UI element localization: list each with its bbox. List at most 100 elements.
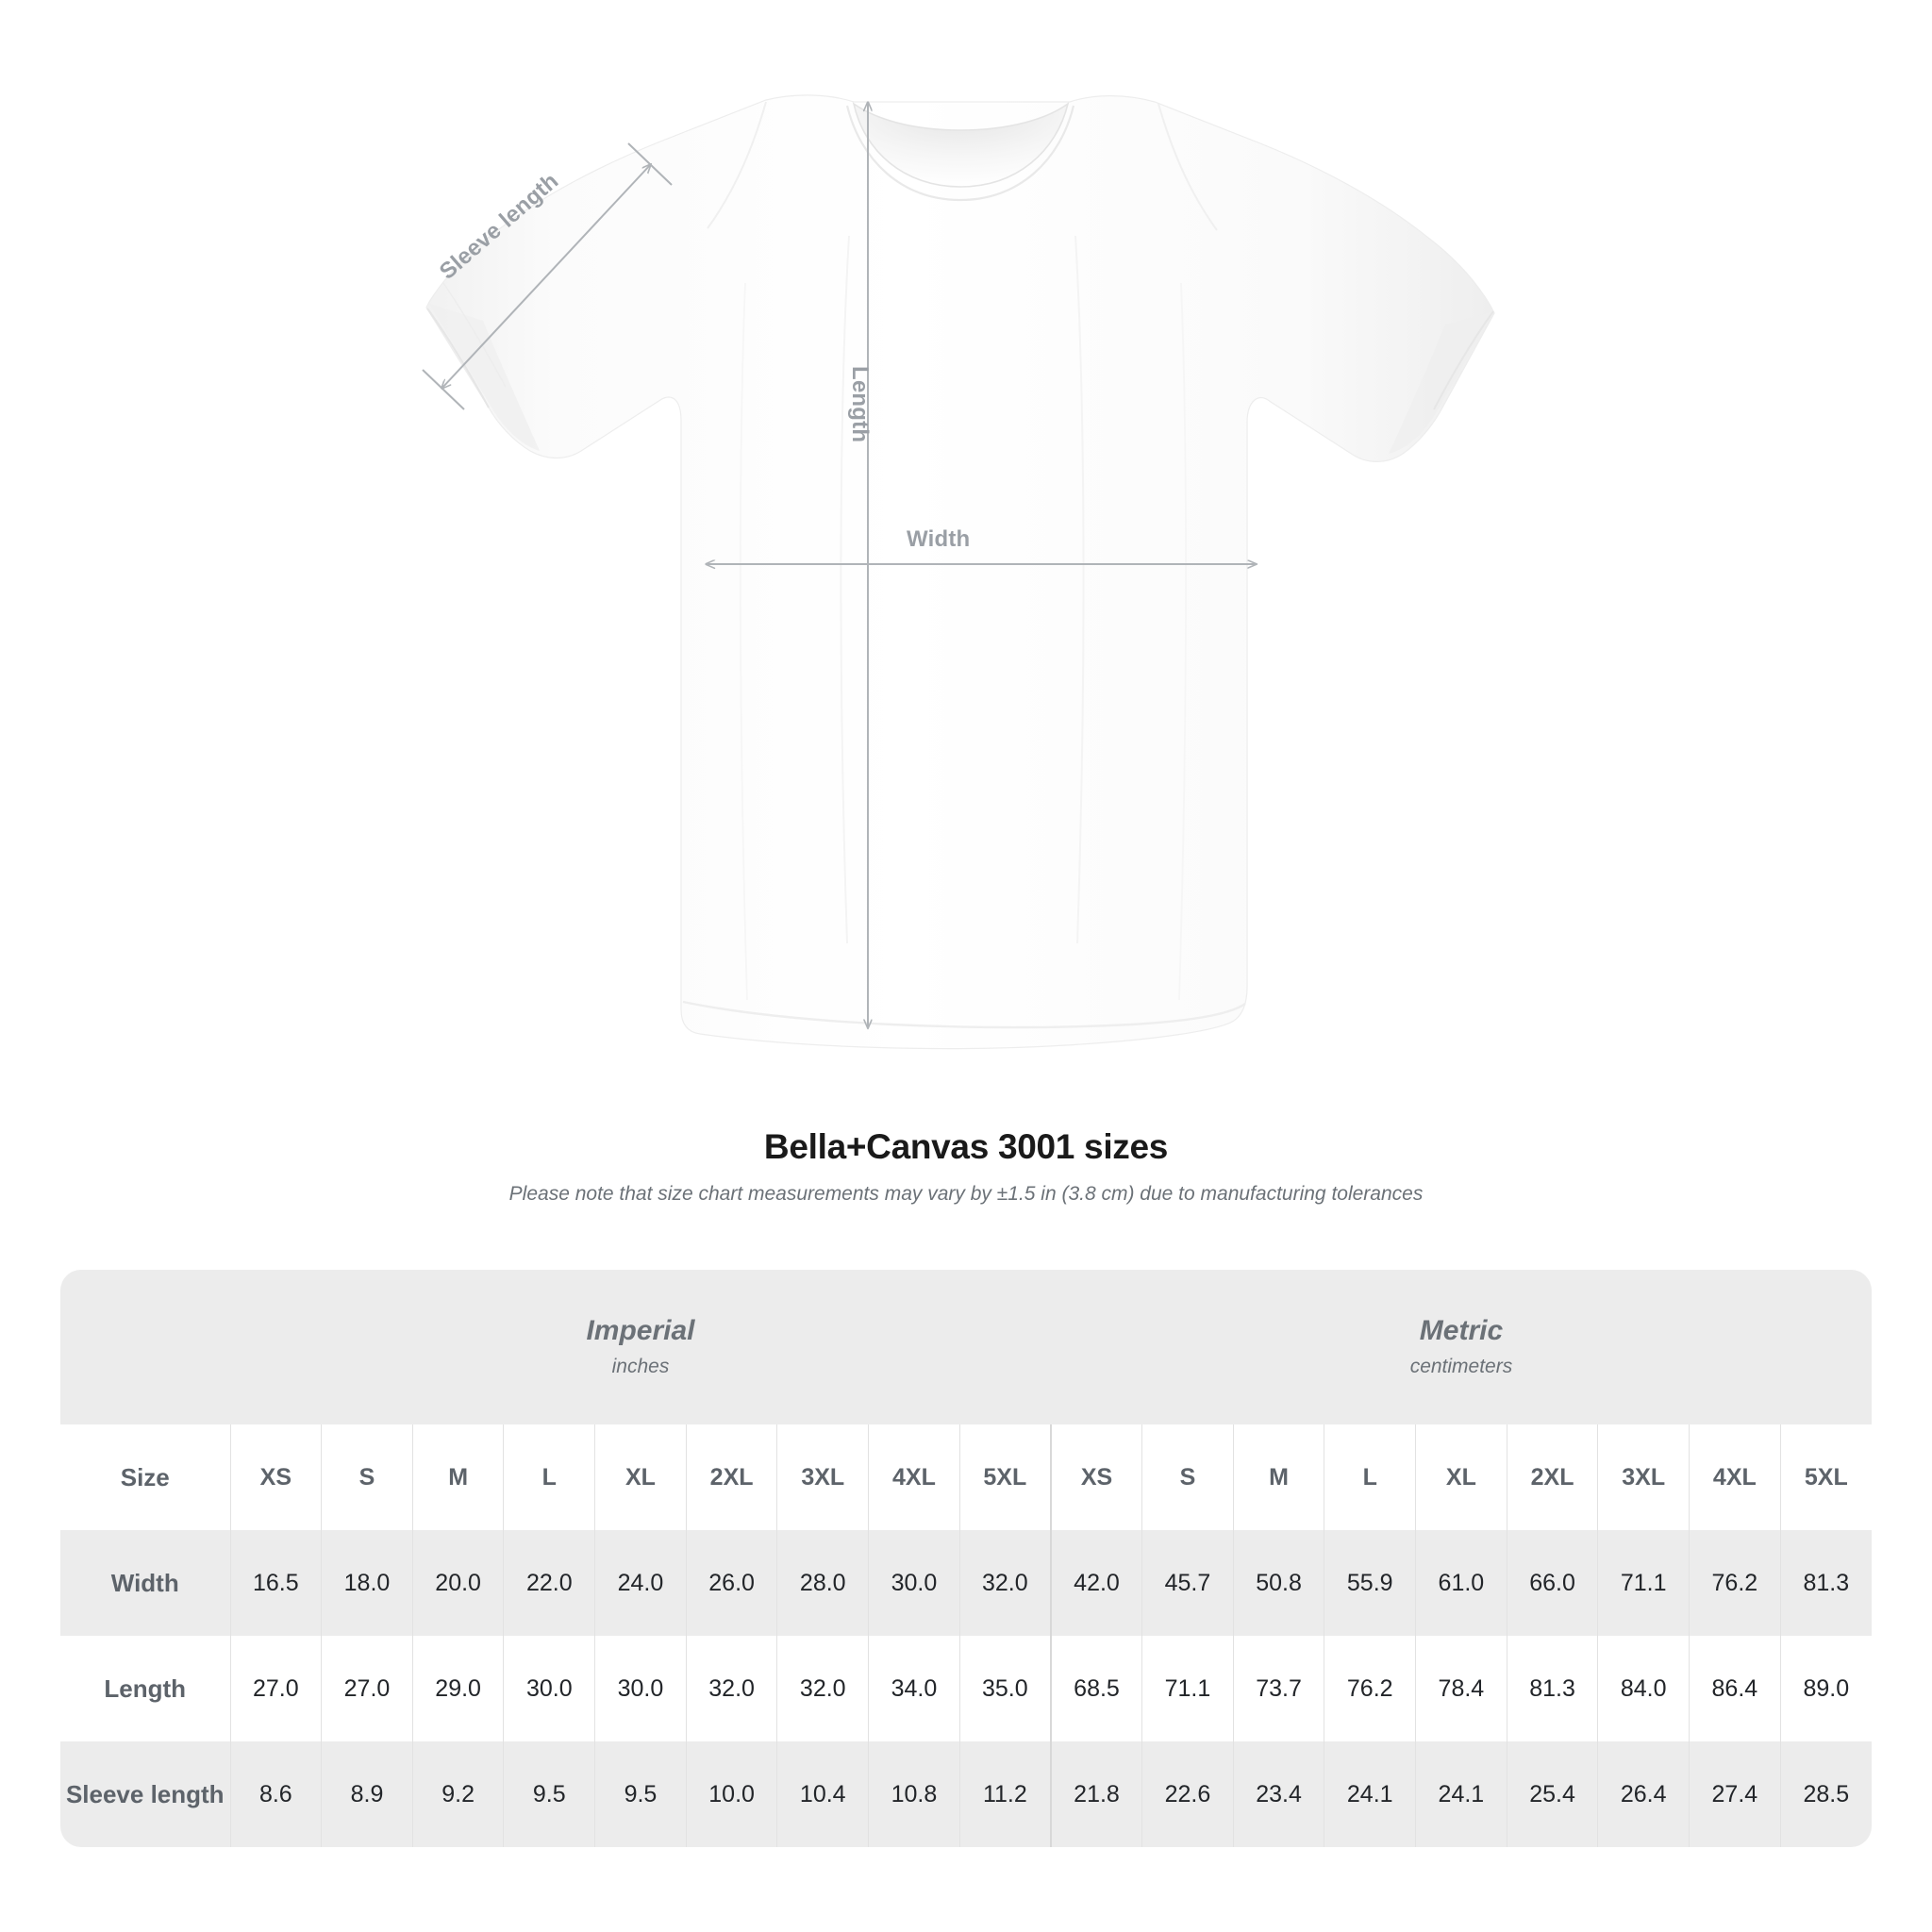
width-dimension-label: Width [907, 526, 971, 552]
cell-length-imperial-2XL: 32.0 [685, 1636, 777, 1741]
cell-width-imperial-4XL: 30.0 [868, 1530, 960, 1636]
size-header-row: Size XS S M L XL 2XL 3XL 4XL 5XL XS S M L XL 2XL 3XL 4XL 5… [60, 1424, 1872, 1530]
cell-sleeve-length-imperial-XS: 8.6 [229, 1741, 322, 1847]
cell-length-imperial-3XL: 32.0 [776, 1636, 869, 1741]
measurement-arrows [422, 102, 1257, 1028]
size-header-imperial-2XL: 2XL [685, 1424, 777, 1530]
cell-width-metric-XS: 42.0 [1049, 1530, 1142, 1636]
unit-group-metric: Metric centimeters [1050, 1270, 1872, 1424]
cell-length-imperial-M: 29.0 [411, 1636, 504, 1741]
cell-length-imperial-S: 27.0 [321, 1636, 413, 1741]
table-row: Sleeve length 8.6 8.9 9.2 9.5 9.5 10.0 10.4 10.8… [60, 1741, 1872, 1847]
cell-sleeve-length-metric-L: 24.1 [1324, 1741, 1416, 1847]
cell-width-metric-3XL: 71.1 [1597, 1530, 1690, 1636]
size-table-container: Imperial inches Metric centimeters Size XS S M L… [60, 1270, 1872, 1847]
table-row: Width 16.5 18.0 20.0 22.0 24.0 26.0 28.0 30.0 32.… [60, 1530, 1872, 1636]
cell-sleeve-length-metric-2XL: 25.4 [1506, 1741, 1598, 1847]
unit-system-label: Metric [1419, 1315, 1504, 1347]
cell-sleeve-length-imperial-M: 9.2 [411, 1741, 504, 1847]
cell-width-imperial-XL: 24.0 [594, 1530, 687, 1636]
cell-sleeve-length-imperial-XL: 9.5 [594, 1741, 687, 1847]
cell-sleeve-length-metric-S: 22.6 [1141, 1741, 1234, 1847]
unit-system-label: Imperial [586, 1315, 695, 1347]
tshirt-diagram: Sleeve length Length Width [422, 94, 1495, 1050]
cell-sleeve-length-imperial-3XL: 10.4 [776, 1741, 869, 1847]
cell-length-imperial-5XL: 35.0 [958, 1636, 1051, 1741]
cell-length-imperial-XL: 30.0 [594, 1636, 687, 1741]
title-block: Bella+Canvas 3001 sizes Please note that… [0, 1127, 1932, 1206]
cell-width-metric-M: 50.8 [1232, 1530, 1324, 1636]
sleeve-arrow [441, 164, 651, 389]
size-header-imperial-5XL: 5XL [958, 1424, 1051, 1530]
cell-sleeve-length-metric-XS: 21.8 [1049, 1741, 1142, 1847]
shirt-shape [425, 94, 1495, 1050]
size-table: Imperial inches Metric centimeters Size XS S M L… [60, 1270, 1872, 1847]
size-header-imperial-S: S [321, 1424, 413, 1530]
cell-length-metric-4XL: 86.4 [1689, 1636, 1781, 1741]
cell-sleeve-length-metric-3XL: 26.4 [1597, 1741, 1690, 1847]
cell-length-imperial-XS: 27.0 [229, 1636, 322, 1741]
unit-system-row: Imperial inches Metric centimeters [60, 1270, 1872, 1424]
size-header-metric-3XL: 3XL [1597, 1424, 1690, 1530]
size-header-imperial-L: L [503, 1424, 595, 1530]
cell-width-imperial-3XL: 28.0 [776, 1530, 869, 1636]
size-header-metric-4XL: 4XL [1689, 1424, 1781, 1530]
cell-length-metric-M: 73.7 [1232, 1636, 1324, 1741]
cell-length-metric-5XL: 89.0 [1779, 1636, 1872, 1741]
cell-sleeve-length-metric-M: 23.4 [1232, 1741, 1324, 1847]
cell-sleeve-length-imperial-4XL: 10.8 [868, 1741, 960, 1847]
row-label-length: Length [60, 1636, 230, 1741]
cell-sleeve-length-metric-4XL: 27.4 [1689, 1741, 1781, 1847]
size-header-metric-L: L [1324, 1424, 1416, 1530]
size-header-metric-M: M [1232, 1424, 1324, 1530]
length-dimension-label: Length [847, 366, 873, 443]
unit-row-spacer [60, 1270, 230, 1424]
cell-sleeve-length-metric-XL: 24.1 [1415, 1741, 1507, 1847]
cell-sleeve-length-imperial-S: 8.9 [321, 1741, 413, 1847]
cell-width-metric-L: 55.9 [1324, 1530, 1416, 1636]
cell-width-metric-2XL: 66.0 [1506, 1530, 1598, 1636]
cell-length-metric-S: 71.1 [1141, 1636, 1234, 1741]
size-header-metric-XL: XL [1415, 1424, 1507, 1530]
row-label-width: Width [60, 1530, 230, 1636]
unit-group-imperial: Imperial inches [230, 1270, 1051, 1424]
cell-width-metric-XL: 61.0 [1415, 1530, 1507, 1636]
cell-length-imperial-L: 30.0 [503, 1636, 595, 1741]
cell-length-metric-XS: 68.5 [1049, 1636, 1142, 1741]
size-header-metric-S: S [1141, 1424, 1234, 1530]
cell-width-imperial-2XL: 26.0 [685, 1530, 777, 1636]
cell-sleeve-length-imperial-L: 9.5 [503, 1741, 595, 1847]
cell-width-metric-S: 45.7 [1141, 1530, 1234, 1636]
size-header-metric-5XL: 5XL [1779, 1424, 1872, 1530]
size-header-imperial-4XL: 4XL [868, 1424, 960, 1530]
size-header-imperial-XL: XL [594, 1424, 687, 1530]
size-header-imperial-3XL: 3XL [776, 1424, 869, 1530]
unit-measure-label: inches [611, 1355, 670, 1377]
cell-length-imperial-4XL: 34.0 [868, 1636, 960, 1741]
cell-length-metric-3XL: 84.0 [1597, 1636, 1690, 1741]
tolerance-note: Please note that size chart measurements… [508, 1183, 1424, 1205]
tshirt-illustration [422, 94, 1495, 1050]
cell-length-metric-XL: 78.4 [1415, 1636, 1507, 1741]
cell-width-imperial-XS: 16.5 [229, 1530, 322, 1636]
size-header-metric-XS: XS [1049, 1424, 1142, 1530]
unit-measure-label: centimeters [1409, 1355, 1513, 1377]
cell-width-imperial-M: 20.0 [411, 1530, 504, 1636]
cell-width-metric-5XL: 81.3 [1779, 1530, 1872, 1636]
cell-width-metric-4XL: 76.2 [1689, 1530, 1781, 1636]
size-header-label: Size [60, 1424, 230, 1530]
cell-width-imperial-L: 22.0 [503, 1530, 595, 1636]
cell-width-imperial-5XL: 32.0 [958, 1530, 1051, 1636]
table-row: Length 27.0 27.0 29.0 30.0 30.0 32.0 32.0 34.0 35… [60, 1636, 1872, 1741]
size-header-metric-2XL: 2XL [1506, 1424, 1598, 1530]
size-header-imperial-M: M [411, 1424, 504, 1530]
cell-length-metric-L: 76.2 [1324, 1636, 1416, 1741]
page-title: Bella+Canvas 3001 sizes [763, 1127, 1169, 1166]
cell-width-imperial-S: 18.0 [321, 1530, 413, 1636]
cell-sleeve-length-imperial-5XL: 11.2 [958, 1741, 1051, 1847]
size-header-imperial-XS: XS [229, 1424, 322, 1530]
row-label-sleeve-length: Sleeve length [60, 1741, 230, 1847]
cell-sleeve-length-imperial-2XL: 10.0 [685, 1741, 777, 1847]
cell-length-metric-2XL: 81.3 [1506, 1636, 1598, 1741]
